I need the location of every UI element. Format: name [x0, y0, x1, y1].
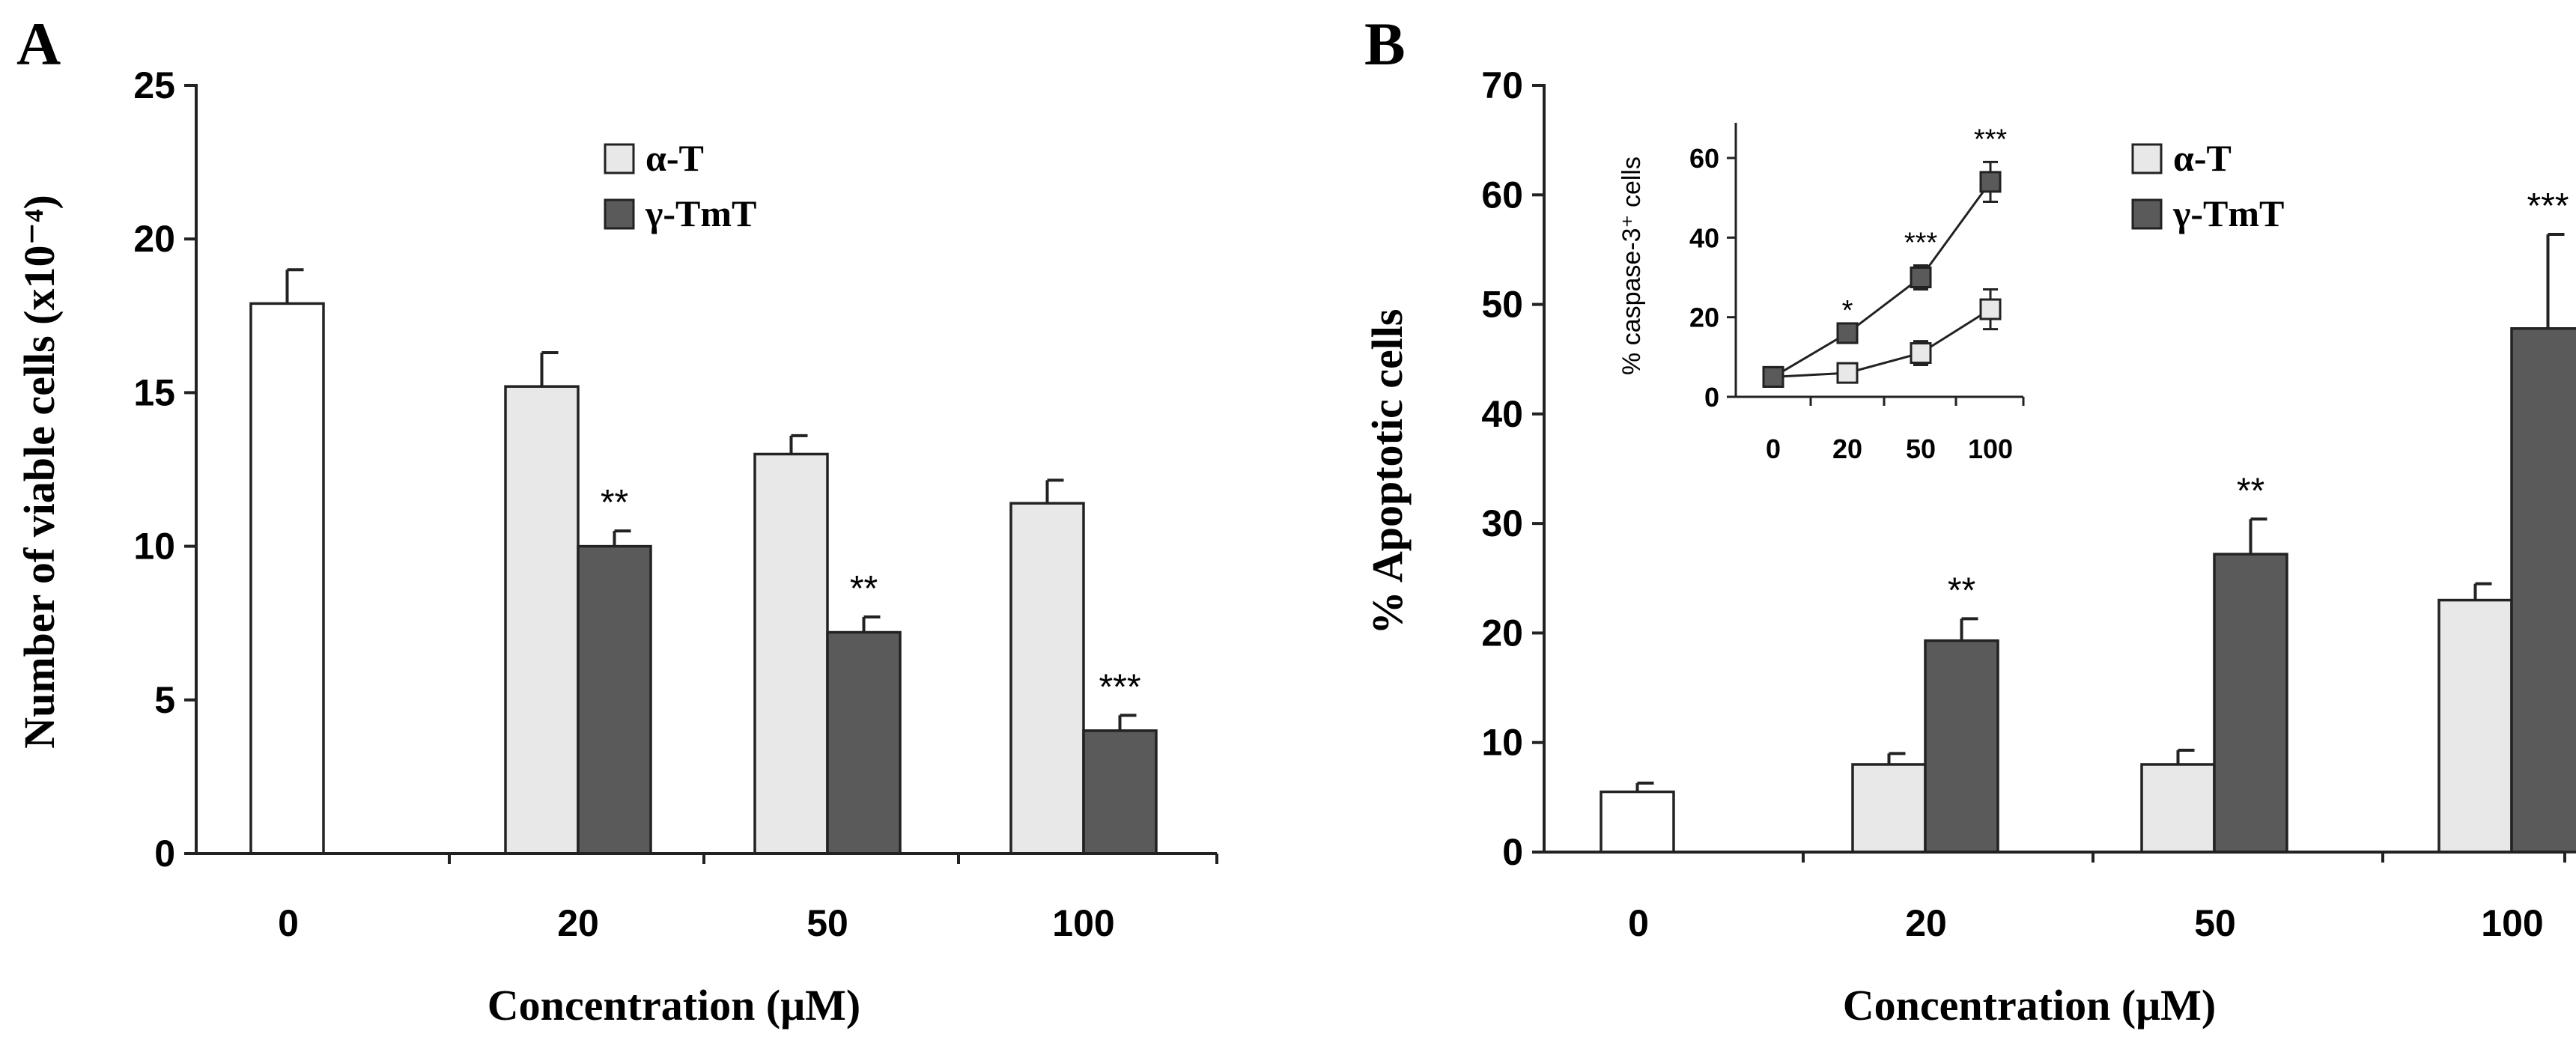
- inset-point-alpha-t-100: [1979, 298, 2002, 320]
- bar-gamma-tmt-100-significance-label: ***: [1099, 667, 1140, 707]
- bar-alpha-t-50: [2140, 763, 2216, 854]
- x-tick-label: 100: [1052, 902, 1114, 944]
- inset-line-gamma-tmt: [1772, 181, 1992, 378]
- inset-y-axis-title: % caspase-3⁺ cells: [1617, 156, 1646, 375]
- bar-alpha-t-20: [1851, 763, 1927, 854]
- legend-label-gamma-tmt: γ-TmT: [645, 192, 756, 234]
- bar-gamma-tmt-20-significance-label: **: [601, 483, 628, 523]
- legend-swatch-gamma-tmt: [2131, 198, 2163, 230]
- y-tick-label: 50: [1481, 284, 1523, 326]
- y-tick-label: 10: [133, 526, 175, 568]
- bar-gamma-tmt-50-significance-label: **: [850, 569, 878, 609]
- bar-gamma-tmt-100: [2510, 327, 2576, 854]
- y-tick-label: 5: [154, 679, 175, 721]
- inset-point-alpha-t-20: [1836, 362, 1859, 384]
- inset-significance-label: ***: [1904, 228, 1938, 259]
- inset-x-tick-label: 50: [1906, 434, 1936, 464]
- panel-a: A Number of viable cells (x10⁻⁴) Concent…: [15, 10, 1218, 1030]
- bar-control: [249, 302, 325, 855]
- y-tick-label: 25: [133, 64, 175, 106]
- x-tick-label: 20: [557, 902, 599, 944]
- y-tick-label: 70: [1481, 64, 1523, 106]
- inset-x-tick-label: 0: [1766, 434, 1781, 464]
- x-tick-label: 0: [1628, 902, 1649, 944]
- bar-gamma-tmt-100-significance-label: ***: [2527, 186, 2569, 226]
- x-tick-label: 20: [1905, 902, 1947, 944]
- bar-alpha-t-50: [753, 452, 829, 855]
- y-tick-label: 30: [1481, 502, 1523, 544]
- inset-point-gamma-tmt-100: [1979, 171, 2002, 193]
- bar-control: [1600, 790, 1675, 854]
- inset-point-gamma-tmt-50: [1910, 267, 1932, 288]
- y-tick-label: 40: [1481, 393, 1523, 435]
- bar-gamma-tmt-20: [577, 544, 652, 855]
- panel-b: B % Apoptotic cells Concentration (μM) 0…: [1363, 10, 2576, 1030]
- bar-gamma-tmt-100: [1082, 729, 1158, 855]
- inset-y-tick-label: 20: [1689, 302, 1719, 333]
- legend-label-alpha-t: α-T: [645, 137, 704, 179]
- bar-gamma-tmt-20: [1924, 639, 1999, 854]
- x-axis-title-b: Concentration (μM): [1843, 981, 2216, 1030]
- legend-a: α-T γ-TmT: [604, 137, 756, 234]
- x-tick-label: 100: [2481, 902, 2543, 944]
- inset-point-alpha-t-50: [1910, 342, 1932, 365]
- bar-gamma-tmt-50: [826, 630, 902, 855]
- legend-swatch-alpha-t: [2131, 143, 2163, 174]
- legend-label-alpha-t: α-T: [2173, 137, 2232, 179]
- bar-gamma-tmt-50: [2213, 553, 2288, 854]
- legend-label-gamma-tmt: γ-TmT: [2172, 192, 2284, 234]
- inset-point-gamma-tmt-0: [1762, 365, 1784, 388]
- bar-gamma-tmt-20-significance-label: **: [1948, 571, 1975, 610]
- y-tick-label: 10: [1481, 722, 1523, 764]
- panel-label-b: B: [1364, 10, 1406, 78]
- y-tick-label: 20: [133, 218, 175, 260]
- bar-alpha-t-20: [504, 385, 580, 855]
- y-tick-label: 0: [154, 833, 175, 875]
- y-axis-title-a: Number of viable cells (x10⁻⁴): [15, 195, 64, 749]
- inset-significance-label: ***: [1974, 124, 2008, 155]
- inset-x-tick-label: 100: [1968, 434, 2013, 464]
- legend-b: α-T γ-TmT: [2131, 137, 2284, 234]
- x-tick-label: 0: [278, 902, 299, 944]
- y-tick-label: 0: [1502, 831, 1523, 873]
- y-tick-label: 20: [1481, 612, 1523, 654]
- legend-swatch-gamma-tmt: [604, 198, 635, 230]
- bar-alpha-t-100: [1009, 502, 1085, 855]
- inset-y-tick-label: 60: [1689, 143, 1719, 174]
- legend-swatch-alpha-t: [604, 143, 635, 174]
- inset-point-gamma-tmt-20: [1836, 322, 1859, 344]
- bar-gamma-tmt-50-significance-label: **: [2237, 471, 2264, 511]
- bar-alpha-t-100: [2437, 598, 2513, 854]
- inset-y-tick-label: 40: [1689, 222, 1719, 253]
- y-tick-label: 60: [1481, 174, 1523, 216]
- inset-x-tick-label: 20: [1832, 434, 1862, 464]
- x-axis-title-a: Concentration (μM): [487, 981, 860, 1030]
- x-tick-label: 50: [806, 902, 848, 944]
- y-tick-label: 15: [133, 371, 175, 413]
- y-axis-title-b: % Apoptotic cells: [1363, 309, 1412, 635]
- inset-y-tick-label: 0: [1704, 382, 1719, 413]
- x-tick-label: 50: [2194, 902, 2236, 944]
- inset-line-alpha-t: [1772, 308, 1991, 378]
- panel-label-a: A: [16, 10, 61, 78]
- inset-significance-label: *: [1842, 295, 1853, 326]
